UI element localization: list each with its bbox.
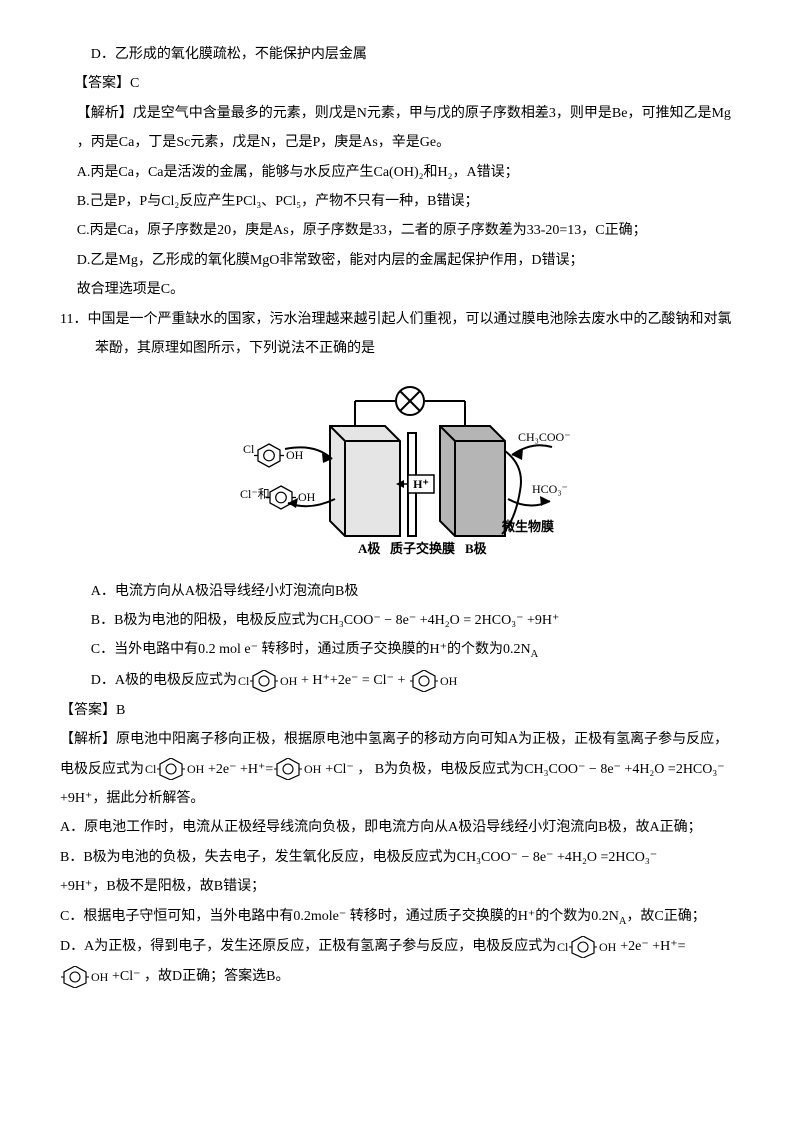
diagram-right-out: HCO₃⁻ [508,482,568,506]
q10-explain-c: C.丙是Ca，原子序数是20，庚是As，原子序数是33，二者的原子序数差为33-… [60,216,750,245]
q11-exp-line3: +9H⁺，据此分析解答。 [60,784,750,813]
svg-text:OH: OH [286,448,304,462]
t: +2e⁻ +H⁺= [620,939,685,954]
diagram-right-in: CH₃COO⁻ [512,430,570,460]
diagram-left-out: Cl⁻和 OH [240,486,335,509]
q11-stem-1: 11．中国是一个严重缺水的国家，污水治理越来越引起人们重视，可以通过膜电池除去废… [91,305,750,334]
q10-explain-d: D.乙是Mg，乙形成的氧化膜MgO非常致密，能对内层的金属起保护作用，D错误； [60,246,750,275]
svg-text:Cl: Cl [243,442,255,456]
svg-text:OH: OH [187,762,205,776]
q10-answer: 【答案】C [60,69,750,98]
q11-exp-d2: OH+Cl⁻ ，故D正确；答案选B。 [60,962,750,991]
q11-exp-b1: B．B极为电池的负极，失去电子，发生氧化反应，电极反应式为CH₃COO⁻ − 8… [60,843,750,872]
diagram-label-mem: 质子交换膜 [390,541,455,556]
diagram-label-b: B极 [465,541,488,556]
q10-option-d: D．乙形成的氧化膜疏松，不能保护内层金属 [60,40,750,69]
svg-text:Cl⁻和: Cl⁻和 [240,487,270,501]
q11-d-mid: + H⁺+2e⁻ = Cl⁻ + [301,673,405,688]
t: +2e⁻ +H⁺= [208,762,273,777]
t: 电极反应式为 [60,762,144,777]
diagram-label-bio: 微生物膜 [501,519,554,534]
svg-text:OH: OH [280,674,298,688]
q11-d-pre: D．A极的电极反应式为 [91,673,237,688]
benzene-icon: OH [61,962,111,991]
benzene-icon: OH [410,666,460,695]
svg-text:OH: OH [440,674,458,688]
q11-exp-b2: +9H⁺，B极不是阳极，故B错误； [60,872,750,901]
q11-c-sub: A [531,649,539,660]
benzene-icon: Cl OH [238,666,300,695]
svg-text:OH: OH [298,490,316,504]
t: +Cl⁻ ，故D正确；答案选B。 [112,969,289,984]
svg-text:OH: OH [599,940,617,954]
q11-exp-d1: D．A为正极，得到电子，发生还原反应，正极有氢离子参与反应，电极反应式为Cl OH… [60,932,750,961]
q10-explain-a: A.丙是Ca，Ca是活泼的金属，能够与水反应产生Ca(OH)₂和H₂，A错误； [60,158,750,187]
svg-text:Cl: Cl [557,940,569,954]
q10-explain-end: 故合理选项是C。 [60,275,750,304]
q11-option-b: B．B极为电池的阳极，电极反应式为CH₃COO⁻ − 8e⁻ +4H₂O = 2… [60,606,750,635]
q10-explain-1: 【解析】戊是空气中含量最多的元素，则戊是N元素，甲与戊的原子序数相差3，则甲是B… [60,99,750,128]
svg-text:Cl: Cl [145,762,157,776]
q10-explain-2: ，丙是Ca，丁是Sc元素，戊是N，己是P，庚是As，辛是Ge。 [60,128,750,157]
q11-stem-2: 苯酚，其原理如图所示，下列说法不正确的是 [60,334,750,363]
benzene-icon: Cl OH [145,755,207,784]
q11-option-c: C．当外电路中有0.2 mol e⁻ 转移时，通过质子交换膜的H⁺的个数为0.2… [60,635,750,666]
q11-c-text: C．当外电路中有0.2 mol e⁻ 转移时，通过质子交换膜的H⁺的个数为0.2… [91,642,531,657]
diagram-label-a: A极 [358,541,381,556]
q11-exp-intro: 【解析】原电池中阳离子移向正极，根据原电池中氢离子的移动方向可知A为正极，正极有… [60,725,750,754]
t: C．根据电子守恒可知，当外电路中有0.2mole⁻ 转移时，通过质子交换膜的H⁺… [60,909,619,924]
q11-answer: 【答案】B [60,696,750,725]
benzene-icon: OH [274,755,324,784]
q11-exp-line2: 电极反应式为ClOH+2e⁻ +H⁺=OH+Cl⁻ ， B为负极，电极反应式为C… [60,755,750,784]
t: +Cl⁻ ， B为负极，电极反应式为CH₃COO⁻ − 8e⁻ +4H₂O =2… [325,762,724,777]
electrochemistry-diagram: H⁺ Cl OH Cl⁻和 OH CH₃COO⁻ HCO₃⁻ A极 质子交换膜 … [60,371,750,572]
benzene-icon: Cl OH [557,933,619,962]
q11-exp-c: C．根据电子守恒可知，当外电路中有0.2mole⁻ 转移时，通过质子交换膜的H⁺… [60,902,750,933]
svg-text:OH: OH [304,762,322,776]
t: D．A为正极，得到电子，发生还原反应，正极有氢离子参与反应，电极反应式为 [60,939,556,954]
q10-explain-b: B.己是P，P与Cl₂反应产生PCl₃、PCl₅，产物不只有一种，B错误； [60,187,750,216]
svg-text:OH: OH [91,970,109,984]
diagram-h-label: H⁺ [413,477,429,491]
q11-option-d: D．A极的电极反应式为ClOH+ H⁺+2e⁻ = Cl⁻ + OH [60,666,750,695]
svg-text:Cl: Cl [238,674,250,688]
q11-exp-a: A．原电池工作时，电流从正极经导线流向负极，即电流方向从A极沿导线经小灯泡流向B… [60,813,750,842]
svg-text:HCO₃⁻: HCO₃⁻ [532,482,568,496]
svg-text:CH₃COO⁻: CH₃COO⁻ [518,430,570,444]
diagram-left-in: Cl OH [243,442,332,467]
t: ，故C正确； [626,909,705,924]
q11-option-a: A．电流方向从A极沿导线经小灯泡流向B极 [60,577,750,606]
